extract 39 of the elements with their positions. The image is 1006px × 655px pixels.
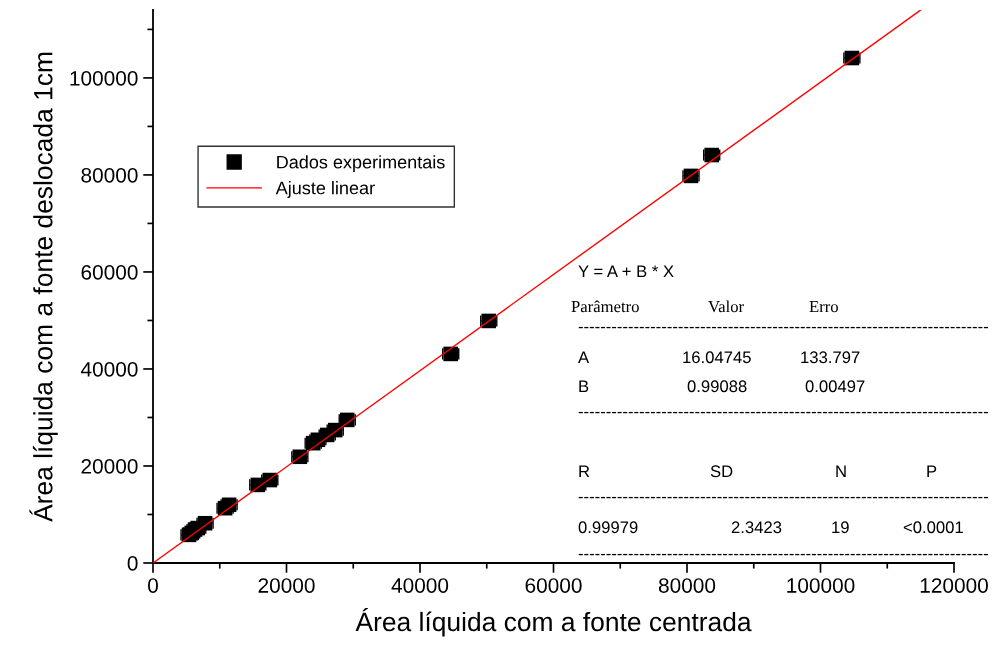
annotation: 19 (832, 521, 849, 534)
x-axis-title: Área líquida com a fonte centrada (355, 608, 752, 637)
annotation: -------------------------------------------------------------------------- (578, 496, 988, 499)
annotation: N (836, 465, 846, 477)
annotation: 133.797 (801, 351, 860, 364)
y-tick-label: 80000 (81, 167, 138, 183)
annotation: A (578, 351, 590, 363)
legend-label: Ajuste linear (275, 181, 375, 198)
y-tick-label: 100000 (70, 70, 138, 86)
annotation: Valor (708, 300, 744, 313)
annotation: 0.99088 (687, 380, 747, 393)
annotation: <0.0001 (903, 521, 963, 534)
annotation: Parâmetro (571, 300, 639, 313)
y-tick-label: 40000 (80, 361, 138, 377)
annotation: 16.04745 (683, 351, 751, 364)
x-tick-label: 120000 (920, 578, 988, 593)
y-tick-label: 0 (127, 556, 138, 571)
x-tick-label: 100000 (787, 578, 855, 593)
y-axis-title: Área líquida com a fonte deslocada 1cm (29, 52, 58, 522)
annotation: R (579, 465, 590, 477)
y-tick-label: 20000 (81, 458, 138, 474)
annotation: -------------------------------------------------------------------------- (578, 326, 988, 329)
annotation: P (927, 465, 937, 477)
annotation: 0.00497 (805, 380, 865, 393)
x-tick-label: 60000 (525, 578, 582, 593)
y-tick-label: 60000 (81, 264, 138, 280)
annotation: Y = A + B * X (578, 265, 674, 277)
x-tick-label: 80000 (658, 578, 716, 593)
annotation: Erro (809, 301, 838, 313)
legend-label: Dados experimentais (277, 155, 445, 173)
x-tick-label: 0 (148, 578, 158, 593)
x-tick-label: 40000 (391, 578, 449, 593)
annotation: -------------------------------------------------------------------------- (578, 411, 988, 414)
annotation: B (579, 380, 589, 392)
annotation: 2.3423 (731, 521, 782, 534)
x-tick-label: 20000 (258, 578, 315, 593)
annotation: 0.99979 (578, 521, 638, 534)
annotation: SD (710, 465, 733, 478)
annotation: -------------------------------------------------------------------------- (578, 553, 988, 556)
